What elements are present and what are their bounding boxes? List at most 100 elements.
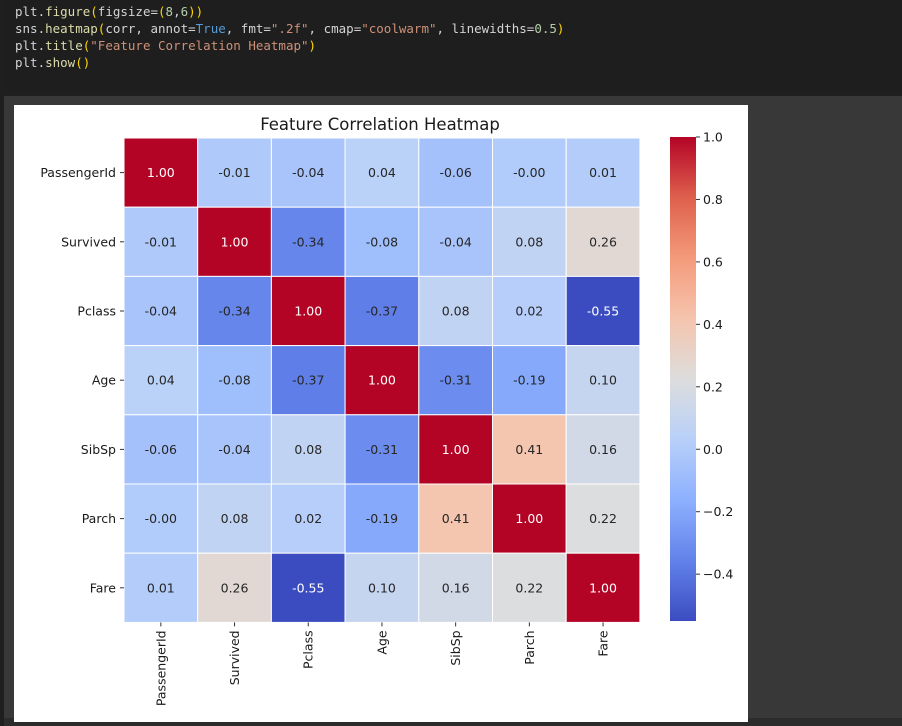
cell-annotation: 1.00	[368, 373, 396, 388]
heatmap-cell	[123, 483, 199, 554]
code-token: )	[308, 38, 317, 53]
heatmap-cell	[492, 552, 567, 623]
code-token: plt	[15, 38, 38, 53]
colorbar: 1.0 0.8 0.6 0.4 0.2 0.0 −0.2 −0.4	[670, 130, 733, 621]
cell-annotation: 0.10	[589, 373, 617, 388]
colorbar-gradient	[670, 137, 696, 621]
x-tick-label: Pclass	[301, 630, 316, 669]
cell-annotation: 0.10	[368, 580, 396, 595]
heatmap-cell	[123, 552, 199, 623]
cell-annotation: -0.31	[366, 442, 398, 457]
code-token: "Feature Correlation Heatmap"	[90, 38, 309, 53]
x-tick-label: PassengerId	[153, 630, 168, 706]
code-token: corr, annot=	[105, 21, 196, 36]
cell-annotation: 0.04	[147, 373, 175, 388]
colorbar-tick-label: −0.2	[703, 504, 733, 519]
cell-annotation: -0.55	[587, 304, 619, 319]
cell-annotation: -0.37	[292, 373, 324, 388]
cell-annotation: 0.02	[515, 304, 543, 319]
code-token: ,	[173, 4, 181, 19]
heatmap-cell	[344, 275, 420, 347]
cell-annotation: -0.19	[513, 373, 545, 388]
heatmap-cell	[344, 483, 420, 554]
code-token: (	[158, 4, 166, 19]
code-token: (	[90, 4, 98, 19]
cell-annotation: 0.02	[294, 511, 322, 526]
cell-annotation: 0.16	[589, 442, 617, 457]
cell-annotation: -0.04	[439, 234, 471, 249]
code-token: "coolwarm"	[361, 21, 437, 36]
cell-annotation: 0.26	[221, 580, 249, 595]
heatmap-cell	[197, 206, 272, 277]
heatmap-cell	[344, 137, 420, 208]
y-tick-label: Pclass	[77, 304, 116, 319]
code-token: figsize	[97, 4, 151, 19]
heatmap-cell	[418, 206, 493, 277]
heatmap-cell	[492, 414, 567, 485]
cell-annotation: 1.00	[294, 304, 322, 319]
code-token: .	[37, 38, 46, 53]
y-tick-label: Parch	[82, 511, 116, 526]
code-token: 0.5	[534, 21, 557, 36]
heatmap-cell	[270, 345, 346, 416]
heatmap-cell	[565, 345, 641, 416]
heatmap-cell	[270, 414, 346, 485]
heatmap-cell	[123, 137, 199, 208]
code-cell[interactable]: plt.figure(figsize=(8,6)) sns.heatmap(co…	[4, 0, 902, 90]
y-tick-label: PassengerId	[40, 165, 116, 180]
code-line[interactable]: plt.title("Feature Correlation Heatmap")	[15, 38, 316, 54]
heatmap-cell	[565, 137, 641, 208]
x-tick-label: Parch	[522, 630, 537, 664]
colorbar-tick-label: 0.8	[703, 192, 723, 207]
y-tick-label: SibSp	[81, 442, 116, 457]
cell-annotation: -0.00	[145, 511, 177, 526]
cell-annotation: -0.19	[366, 511, 398, 526]
colorbar-tick-label: 0.0	[703, 442, 723, 457]
heatmap-cell	[270, 206, 346, 277]
colorbar-tick-label: 0.4	[703, 317, 723, 332]
code-token: (	[82, 38, 91, 53]
cell-annotation: -0.01	[145, 234, 177, 249]
y-tick-label: Survived	[61, 234, 116, 249]
cell-annotation: 1.00	[221, 234, 249, 249]
chart-title: Feature Correlation Heatmap	[260, 115, 500, 134]
heatmap-cell	[418, 137, 493, 208]
cell-annotation: 0.01	[147, 580, 175, 595]
code-token: .	[37, 21, 46, 36]
code-token: heatmap	[45, 21, 98, 36]
heatmap-chart: Feature Correlation Heatmap 1.00 -0.01 -0.…	[40, 115, 733, 706]
cell-annotation: 1.00	[515, 511, 543, 526]
colorbar-tick-label: −0.4	[703, 567, 733, 582]
colorbar-tick-label: 1.0	[703, 130, 723, 145]
code-token: True	[195, 21, 226, 36]
cell-annotation: -0.04	[292, 165, 324, 180]
heatmap-cell	[492, 275, 567, 347]
code-token: , linewidths=	[436, 21, 535, 36]
cell-annotation: 1.00	[589, 580, 617, 595]
code-token: =	[150, 4, 159, 19]
code-token: title	[45, 38, 83, 53]
output-scrollbar[interactable]	[4, 718, 902, 726]
heatmap-cell	[418, 345, 493, 416]
heatmap-cell	[123, 345, 199, 416]
cell-annotation: -0.00	[513, 165, 545, 180]
code-line[interactable]: plt.figure(figsize=(8,6))	[15, 4, 203, 20]
code-line[interactable]: plt.show()	[15, 55, 90, 71]
cell-annotation: -0.04	[218, 442, 250, 457]
cell-annotation: -0.04	[145, 304, 177, 319]
cell-annotation: 0.22	[515, 580, 543, 595]
code-token: , cmap=	[308, 21, 362, 36]
cell-annotation: 0.16	[442, 580, 470, 595]
cell-annotation: 0.22	[589, 511, 617, 526]
cell-annotation: 0.08	[221, 511, 249, 526]
code-token: , fmt=	[225, 21, 271, 36]
cell-annotation: 0.08	[294, 442, 322, 457]
cell-annotation: -0.06	[439, 165, 471, 180]
cell-annotation: -0.08	[366, 234, 398, 249]
code-token: figure	[45, 4, 91, 19]
code-line[interactable]: sns.heatmap(corr, annot=True, fmt=".2f",…	[15, 21, 564, 37]
code-token: plt	[15, 4, 38, 19]
code-token: .	[37, 55, 46, 70]
x-tick-label: Age	[374, 630, 389, 654]
heatmap-cell	[565, 552, 641, 623]
